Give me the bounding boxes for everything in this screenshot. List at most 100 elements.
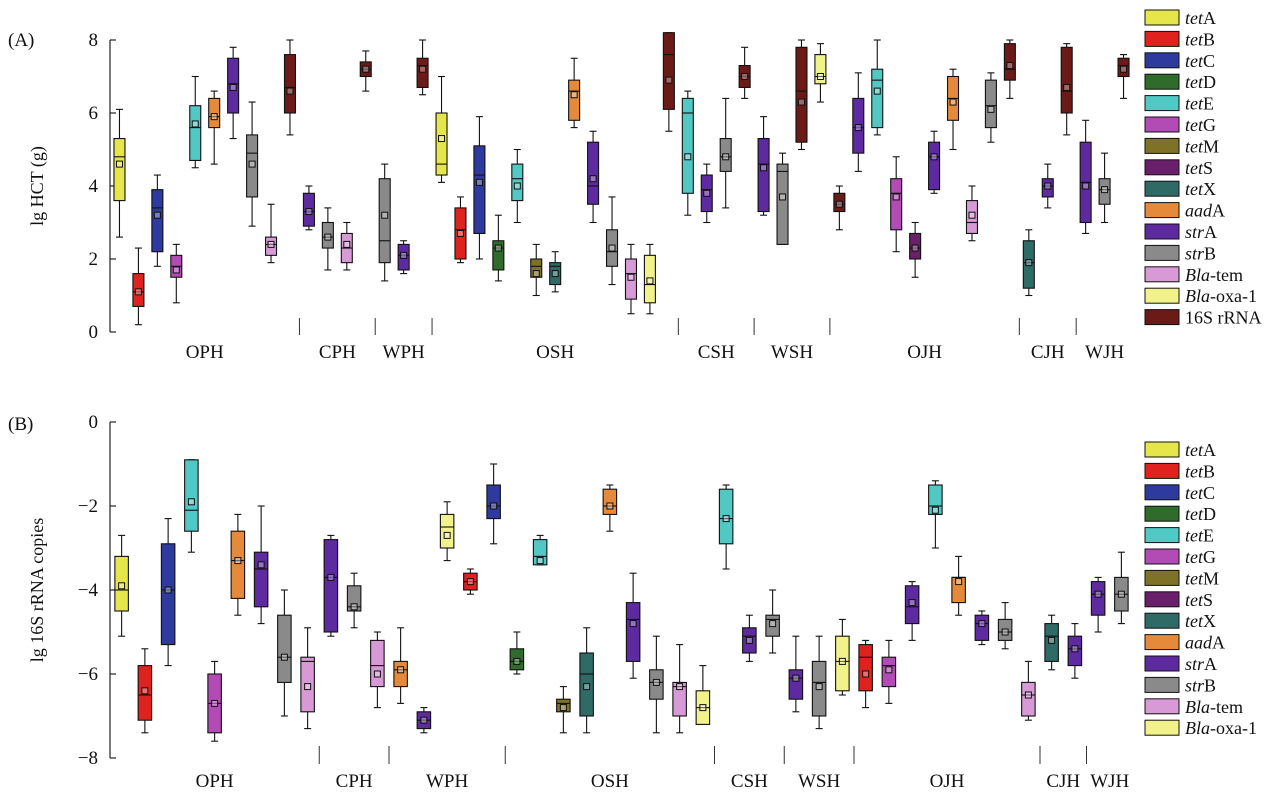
legend: tetAtetBtetCtetDtetEtetGtetMtetStetXaadA… [1144, 440, 1257, 738]
legend-entry: 16S rRNA [1185, 308, 1262, 328]
box-strb [378, 163, 391, 282]
legend-swatch [1144, 591, 1180, 608]
box-strb [984, 72, 997, 143]
mean-marker [885, 666, 893, 674]
legend-entry: tetD [1185, 504, 1216, 524]
box-aada [602, 484, 618, 532]
mean-marker [456, 229, 464, 237]
box-iqr [624, 258, 638, 300]
box-iqr [378, 178, 391, 264]
mean-marker [629, 620, 637, 628]
box-strb [321, 207, 334, 271]
box-tetb [132, 247, 145, 326]
box-stra [757, 116, 770, 216]
box-iqr [852, 97, 865, 154]
box-iqr [605, 229, 619, 267]
y-tick-label: 8 [89, 30, 99, 51]
box-tets [909, 221, 922, 278]
box-tetx [1044, 614, 1059, 671]
y-tick-label: −8 [78, 748, 98, 769]
mean-marker [172, 266, 180, 274]
box-stra [397, 240, 410, 275]
box-iqr [984, 79, 997, 129]
group-label: WJH [1085, 342, 1124, 363]
box-16s-rrna [738, 46, 751, 99]
legend-entry: tetE [1185, 526, 1214, 546]
group-label: OJH [930, 771, 965, 792]
box-iqr [132, 273, 145, 308]
box-strb [811, 635, 827, 730]
mean-marker [191, 120, 199, 128]
box-iqr [649, 669, 664, 700]
mean-marker [211, 699, 219, 707]
box-iqr [871, 68, 884, 129]
mean-marker [816, 73, 824, 80]
y-axis-title: lg 16S rRNA copies [27, 518, 47, 663]
legend-entry: aadA [1185, 201, 1225, 221]
mean-marker [350, 603, 358, 611]
legend-entry: tetG [1185, 115, 1216, 135]
box-tete [532, 534, 548, 566]
mean-marker [583, 683, 591, 691]
box-iqr [549, 262, 562, 286]
box-strb [1098, 152, 1111, 224]
mean-marker [892, 193, 900, 201]
box-iqr [189, 105, 202, 161]
mean-marker [1071, 645, 1079, 653]
box-iqr [370, 639, 385, 688]
group-label: OPH [186, 342, 224, 363]
mean-marker [362, 65, 370, 73]
box-iqr [974, 614, 990, 641]
box-tete [871, 39, 884, 136]
box-aada [951, 555, 966, 616]
mean-marker [513, 657, 521, 665]
mean-marker [1082, 182, 1090, 190]
legend-swatch [1144, 180, 1180, 197]
box-16s-rrna [283, 39, 297, 136]
legend-swatch [1144, 462, 1180, 479]
mean-marker [134, 288, 142, 296]
legend-swatch [1144, 612, 1180, 629]
mean-marker [153, 211, 161, 219]
box-16s-rrna [1060, 43, 1073, 136]
legend-entry: strB [1185, 243, 1216, 263]
box-stra [587, 130, 600, 224]
mean-marker [438, 135, 446, 143]
box-teta [114, 534, 129, 637]
panel-b: (B) −8 −6 −4 −2 0 lg 16S rRNA copies OPH CPH WPH O… [8, 412, 1257, 792]
box-aada [946, 68, 960, 151]
box-iqr [302, 192, 315, 227]
mean-marker [741, 73, 749, 80]
mean-marker [305, 208, 313, 216]
mean-marker [381, 211, 389, 219]
box-iqr [858, 644, 873, 692]
mean-marker [397, 666, 405, 674]
box-iqr [568, 79, 581, 121]
box-iqr [1021, 681, 1036, 717]
box-stra [852, 72, 865, 172]
legend-swatch [1144, 527, 1180, 544]
box-tete [189, 75, 202, 169]
legend-swatch [1144, 634, 1180, 651]
box-aada [393, 627, 408, 704]
box-teta [435, 75, 448, 183]
panel-label: (B) [8, 414, 33, 435]
mean-marker [280, 653, 288, 661]
mean-marker [699, 704, 707, 712]
box-stra [742, 614, 757, 662]
legend-swatch [1144, 719, 1180, 736]
box-bla-tem [340, 221, 353, 271]
box-iqr [454, 207, 467, 260]
y-tick-label: −4 [78, 580, 99, 601]
box-tetx [1022, 229, 1035, 297]
legend-swatch [1144, 548, 1180, 565]
mean-marker [327, 573, 335, 581]
mean-marker [1101, 186, 1109, 194]
legend-swatch [1144, 505, 1180, 522]
legend-swatch [1144, 202, 1180, 219]
box-iqr [833, 192, 846, 213]
box-tete [681, 90, 694, 216]
mean-marker [1044, 182, 1052, 190]
box-iqr [137, 665, 153, 721]
group-label: OSH [591, 771, 629, 792]
